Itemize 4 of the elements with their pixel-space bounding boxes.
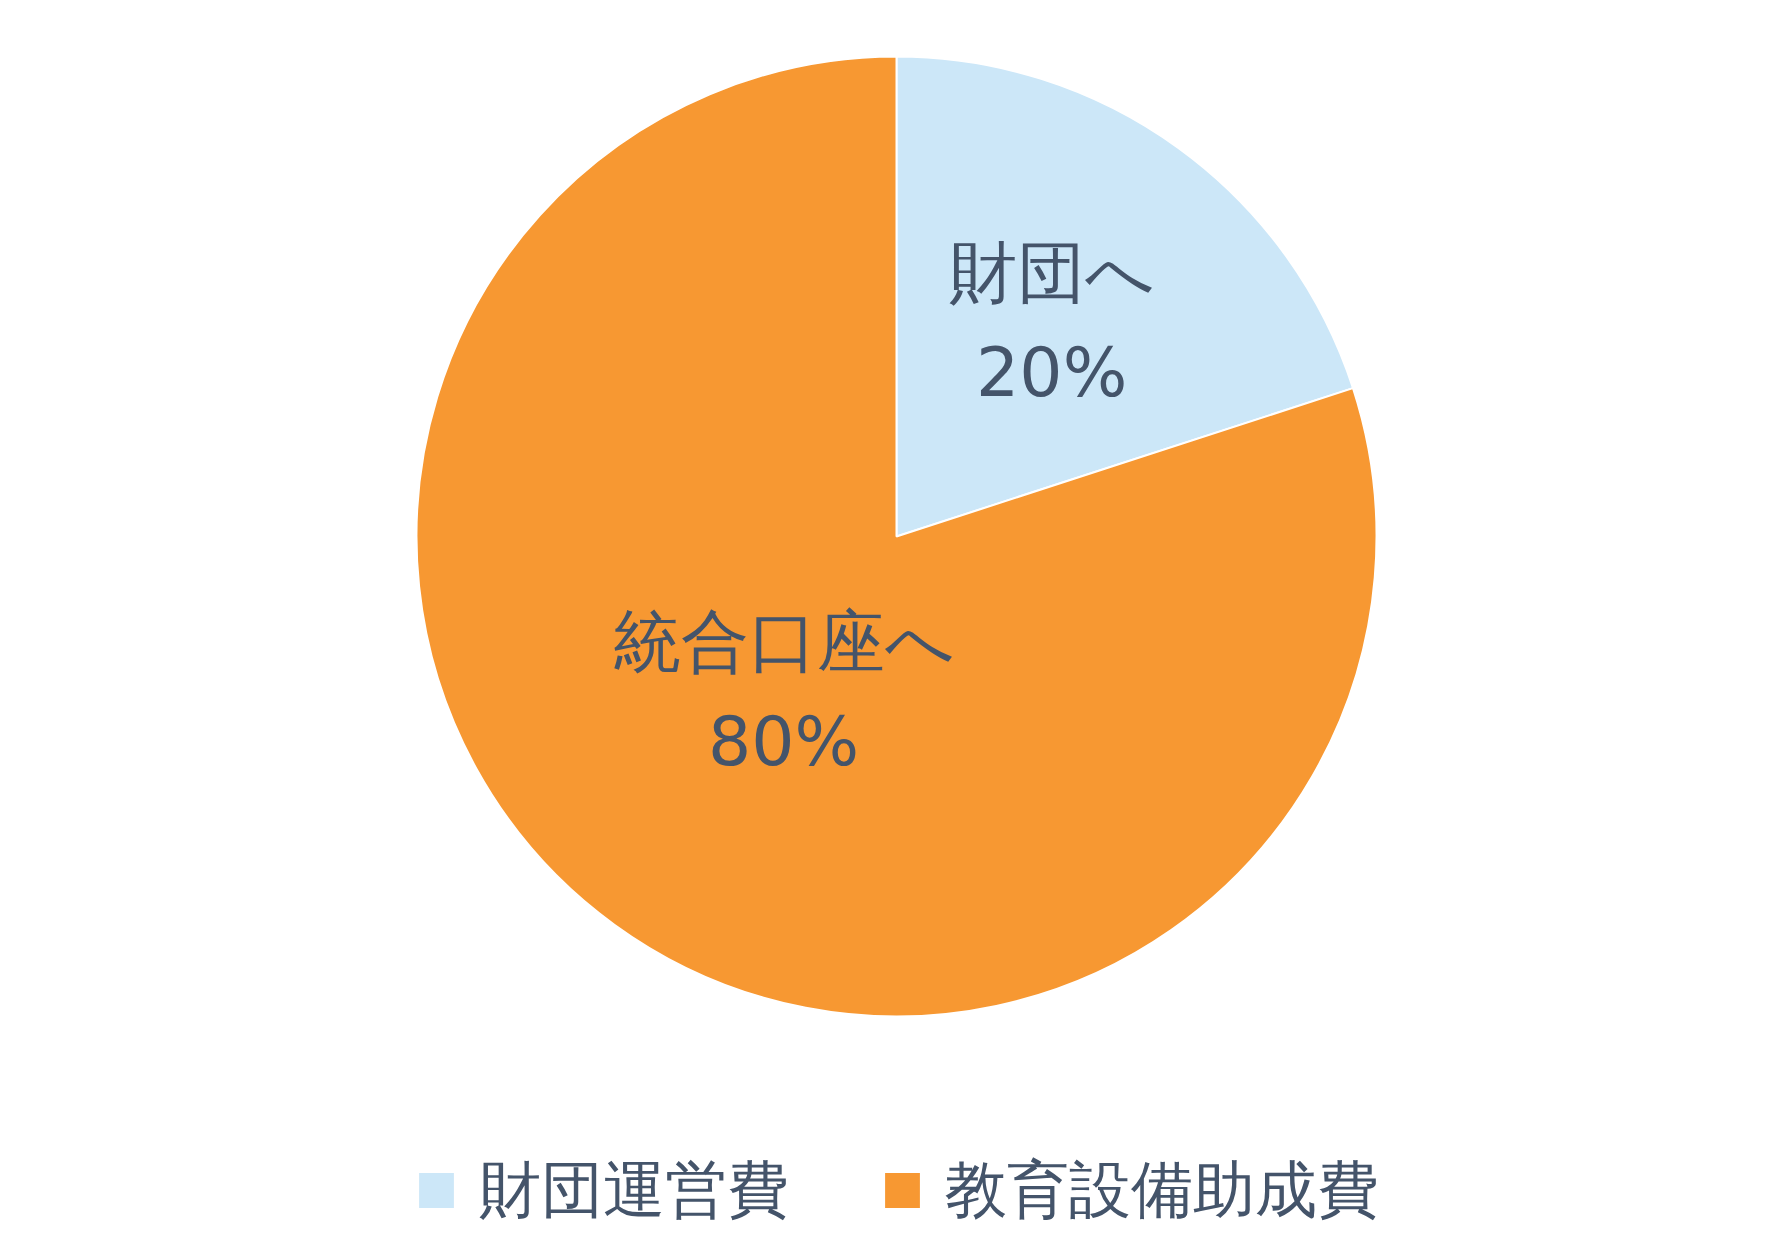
legend-label: 財団運営費 — [479, 1152, 789, 1228]
data-label: 統合口座へ 80% — [612, 602, 955, 782]
legend-label: 教育設備助成費 — [945, 1152, 1379, 1228]
data-label: 財団へ 20% — [948, 233, 1155, 413]
